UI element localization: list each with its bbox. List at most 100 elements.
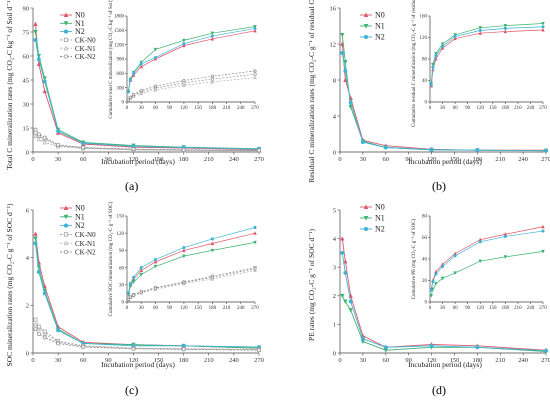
b_main-axes xyxy=(339,8,546,153)
series-line-n0 xyxy=(35,23,260,151)
data-point-n2 xyxy=(340,250,345,255)
data-point-ck-n2 xyxy=(42,335,47,340)
data-point-ck-n1 xyxy=(36,326,42,332)
data-point-n0 xyxy=(541,224,545,229)
a_main-axes xyxy=(32,8,259,153)
data-point-n2 xyxy=(182,245,186,250)
legend-marker-ck-n2 xyxy=(63,249,69,255)
c_main-y-tick-label: 6 xyxy=(26,207,30,214)
b_inset-axes xyxy=(429,16,543,103)
c_inset-y-tick-label: 30 xyxy=(119,284,125,289)
data-point-n2 xyxy=(429,147,434,152)
data-point-n0 xyxy=(182,43,186,48)
b_inset-x-tick-label: 180 xyxy=(502,106,510,111)
data-point-n0 xyxy=(503,29,508,34)
data-point-n1 xyxy=(478,26,482,30)
b_inset-x-tick-label: 90 xyxy=(465,106,471,111)
a_inset-x-tick-label: 60 xyxy=(153,106,159,111)
data-point-n2 xyxy=(431,280,435,284)
data-point-n1 xyxy=(33,30,38,35)
a_main-x-tick-label: 240 xyxy=(229,156,239,163)
a_inset-y-tick-label: 900 xyxy=(117,58,125,63)
d_inset-y-tick-label: 20 xyxy=(422,279,428,284)
series-line-ck-n0 xyxy=(128,73,256,101)
a_inset-x-tick-label: 240 xyxy=(237,106,245,111)
data-point-n1 xyxy=(343,299,348,304)
data-point-ck-n2 xyxy=(181,347,186,352)
data-point-ck-n2 xyxy=(126,98,130,102)
data-point-n0 xyxy=(541,27,545,32)
data-point-n2 xyxy=(383,345,388,350)
series-line-ck-n2 xyxy=(128,268,256,300)
data-point-ck-n2 xyxy=(181,147,186,152)
data-point-ck-n1 xyxy=(153,88,158,92)
c_main-x-tick-label: 210 xyxy=(204,357,214,364)
b_main-x-tick-label: 60 xyxy=(383,156,390,163)
data-point-n0 xyxy=(343,259,348,264)
series-line-n2 xyxy=(341,52,547,152)
data-point-ck-n2 xyxy=(132,293,136,297)
legend-marker-ck-n1 xyxy=(63,240,69,246)
data-point-ck-n2 xyxy=(131,147,136,152)
c_main-x-tick-label: 30 xyxy=(55,357,62,364)
data-point-ck-n2 xyxy=(131,346,136,351)
a_inset-x-tick-label: 150 xyxy=(194,106,202,111)
d_inset-x-tick-label: 120 xyxy=(476,306,484,311)
data-point-n2 xyxy=(253,225,257,230)
b_main-y-tick-label: 12 xyxy=(330,41,337,48)
a_main-y-tick-label: 75 xyxy=(23,29,30,36)
data-point-n2 xyxy=(132,275,136,279)
data-point-n2 xyxy=(56,328,61,333)
data-point-n2 xyxy=(434,54,438,58)
series-line-n2 xyxy=(35,243,260,348)
data-point-n2 xyxy=(126,291,130,295)
d_main-x-tick-label: 60 xyxy=(383,357,390,364)
data-point-n2 xyxy=(503,26,507,30)
d_inset-y-tick-label: 0 xyxy=(425,301,428,306)
c_main-axes xyxy=(32,210,259,354)
c_main-y-tick-label: 0 xyxy=(26,350,29,357)
data-point-n1 xyxy=(153,47,158,52)
legend-label-n1: N1 xyxy=(375,22,385,31)
data-point-n2 xyxy=(139,266,143,270)
b_main-x-tick-label: 0 xyxy=(338,156,341,163)
data-point-n2 xyxy=(182,42,186,46)
data-point-n2 xyxy=(429,83,433,87)
legend-marker-n1 xyxy=(63,21,69,26)
legend-label-ck-n2: CK-N2 xyxy=(75,53,96,61)
data-point-n1 xyxy=(253,24,257,29)
data-point-ck-n2 xyxy=(253,267,257,271)
a_main-y-tick-label: 90 xyxy=(23,5,30,12)
data-point-n2 xyxy=(544,148,548,153)
data-point-n2 xyxy=(253,26,257,30)
data-point-n1 xyxy=(440,42,445,46)
data-point-n1 xyxy=(182,38,186,43)
series-line-ck-n2 xyxy=(35,129,260,151)
d_main-x-tick-label: 0 xyxy=(338,357,341,364)
series-line-n1 xyxy=(128,242,256,295)
legend-marker-n2 xyxy=(363,226,369,232)
series-line-n0 xyxy=(430,29,544,86)
a_main-y-tick-label: 60 xyxy=(23,53,30,60)
data-point-n2 xyxy=(429,343,434,348)
c_main-x-tick-label: 90 xyxy=(105,357,112,364)
b_inset-y-tick-label: 120 xyxy=(420,36,428,41)
a_main-x-tick-label: 60 xyxy=(80,156,87,163)
data-point-ck-n1 xyxy=(36,136,42,142)
a_main-x-tick-label: 90 xyxy=(105,156,112,163)
a_main-y-tick-label: 30 xyxy=(23,101,30,108)
b_main-y-tick-label: 0 xyxy=(333,149,336,156)
series-line-n2 xyxy=(128,28,256,93)
data-point-n2 xyxy=(139,62,143,66)
c_inset-x-tick-label: 0 xyxy=(126,306,129,311)
d_main-x-tick-label: 30 xyxy=(360,357,367,364)
data-point-n1 xyxy=(453,271,457,275)
legend-label-n0: N0 xyxy=(375,203,385,212)
series-line-n0 xyxy=(430,226,544,290)
d_inset-y-tick-label: 60 xyxy=(422,236,428,241)
data-point-n2 xyxy=(541,229,545,233)
data-point-n1 xyxy=(503,24,508,28)
legend-label-n2: N2 xyxy=(75,27,85,36)
series-line-n1 xyxy=(341,295,547,353)
c_main-x-tick-label: 60 xyxy=(80,357,87,364)
